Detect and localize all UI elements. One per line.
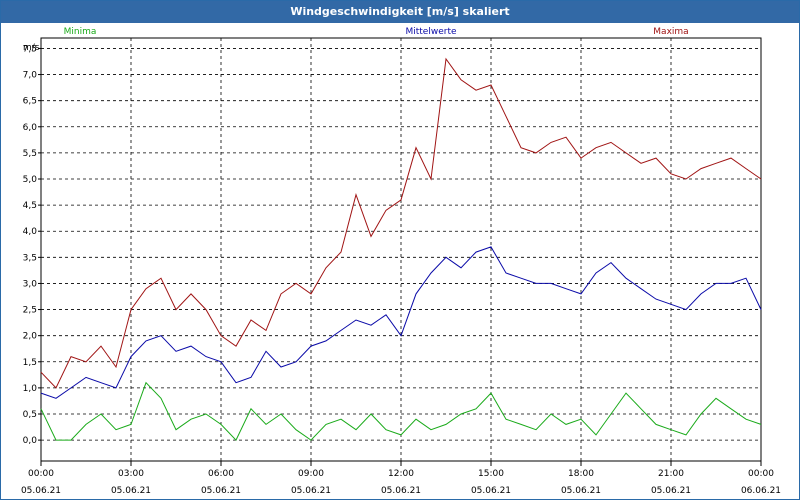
y-tick-label: 3,5 <box>23 253 37 263</box>
x-tick-label-time: 00:00 <box>748 469 774 479</box>
y-tick-label: 7,0 <box>23 71 38 81</box>
x-tick-label-time: 15:00 <box>478 469 504 479</box>
x-tick-label-date: 05.06.21 <box>21 486 61 496</box>
wind-speed-chart: 0,0 0,5 1,0 1,5 2,0 2,5 3,0 3,5 4,0 4,5 5,0 5,5 6,0 6… <box>21 27 781 496</box>
y-tick-label: 1,0 <box>23 384 38 394</box>
legend-maxima: Maxima <box>653 27 688 37</box>
y-tick-label: 2,0 <box>23 332 38 342</box>
x-tick-label-date: 05.06.21 <box>651 486 691 496</box>
y-tick-label: 6,0 <box>23 123 38 133</box>
series-line-maxima <box>40 57 762 389</box>
y-tick-label: 7,5 <box>23 44 37 54</box>
y-tick-label: 3,0 <box>23 279 38 289</box>
x-tick-label-date: 05.06.21 <box>561 486 601 496</box>
x-tick-label-time: 03:00 <box>118 469 144 479</box>
y-tick-label: 4,0 <box>23 227 38 237</box>
y-tick-label: 2,5 <box>23 306 37 316</box>
x-tick-label-time: 06:00 <box>208 469 234 479</box>
series-line-minima <box>40 381 762 441</box>
x-tick-label-time: 09:00 <box>298 469 324 479</box>
y-tick-label: 4,5 <box>23 201 37 211</box>
x-tick-label-time: 18:00 <box>568 469 594 479</box>
x-tick-label-date: 05.06.21 <box>291 486 331 496</box>
x-tick-label-time: 00:00 <box>28 469 54 479</box>
x-tick-label-time: 12:00 <box>388 469 414 479</box>
x-tick-label-date: 05.06.21 <box>201 486 241 496</box>
x-tick-label-date: 05.06.21 <box>111 486 151 496</box>
y-tick-label: 1,5 <box>23 358 37 368</box>
series-line-mittelwerte <box>40 246 762 399</box>
y-tick-label: 0,0 <box>23 436 38 446</box>
y-tick-label: 5,5 <box>23 149 37 159</box>
legend-mittelwerte: Mittelwerte <box>405 27 456 37</box>
chart-title: Windgeschwindigkeit [m/s] skaliert <box>1 1 799 23</box>
legend-minima: Minima <box>64 27 97 37</box>
y-tick-label: 5,0 <box>23 175 38 185</box>
y-tick-label: 6,5 <box>23 97 37 107</box>
y-tick-label: 0,5 <box>23 410 37 420</box>
x-tick-label-date: 06.06.21 <box>741 486 781 496</box>
y-axis-label: m/s <box>23 43 40 53</box>
x-tick-label-date: 05.06.21 <box>471 486 511 496</box>
x-tick-label-time: 21:00 <box>658 469 684 479</box>
x-tick-label-date: 05.06.21 <box>381 486 421 496</box>
